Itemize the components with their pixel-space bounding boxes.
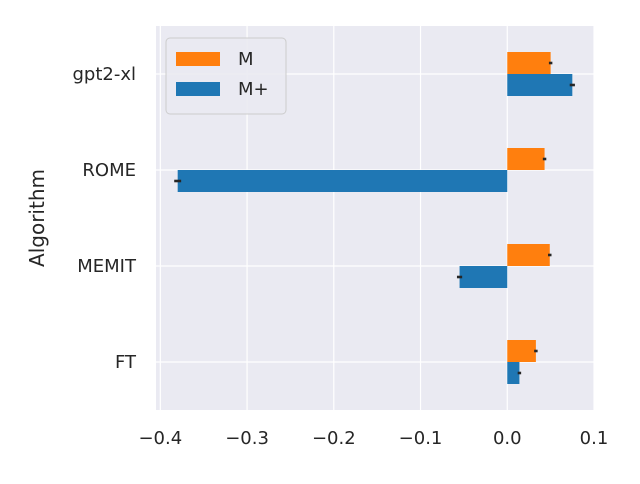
error-bars <box>174 61 575 375</box>
y-tick-label: gpt2-xl <box>72 64 136 85</box>
bar-M-gpt2-xl <box>507 52 551 74</box>
bar-M-MEMIT <box>507 244 550 266</box>
bar-M+-MEMIT <box>459 266 508 288</box>
legend-label: M+ <box>238 79 269 100</box>
bar-M-ROME <box>507 148 545 170</box>
y-axis-label: Algorithm <box>25 169 49 267</box>
bar-M+-FT <box>507 362 520 384</box>
legend-swatch <box>176 52 220 66</box>
x-tick-label: 0.0 <box>493 428 522 449</box>
legend: M M+ <box>165 37 287 115</box>
bar-M-FT <box>507 340 536 362</box>
x-tick-labels: −0.4 −0.3 −0.2 −0.1 0.0 0.1 <box>138 428 608 449</box>
x-tick-label: 0.1 <box>580 428 609 449</box>
x-tick-label: −0.3 <box>225 428 269 449</box>
x-tick-label: −0.1 <box>399 428 443 449</box>
bars <box>177 52 573 384</box>
bar-M+-gpt2-xl <box>507 74 573 96</box>
y-tick-label: ROME <box>82 160 136 181</box>
y-tick-label: FT <box>115 352 137 373</box>
legend-swatch <box>176 82 220 96</box>
x-tick-label: −0.2 <box>312 428 356 449</box>
y-tick-labels: gpt2-xl ROME MEMIT FT <box>72 64 137 373</box>
x-tick-label: −0.4 <box>138 428 182 449</box>
y-tick-label: MEMIT <box>77 256 137 277</box>
legend-box <box>165 37 287 115</box>
bar-M+-ROME <box>177 170 508 192</box>
legend-label: M <box>238 49 254 70</box>
